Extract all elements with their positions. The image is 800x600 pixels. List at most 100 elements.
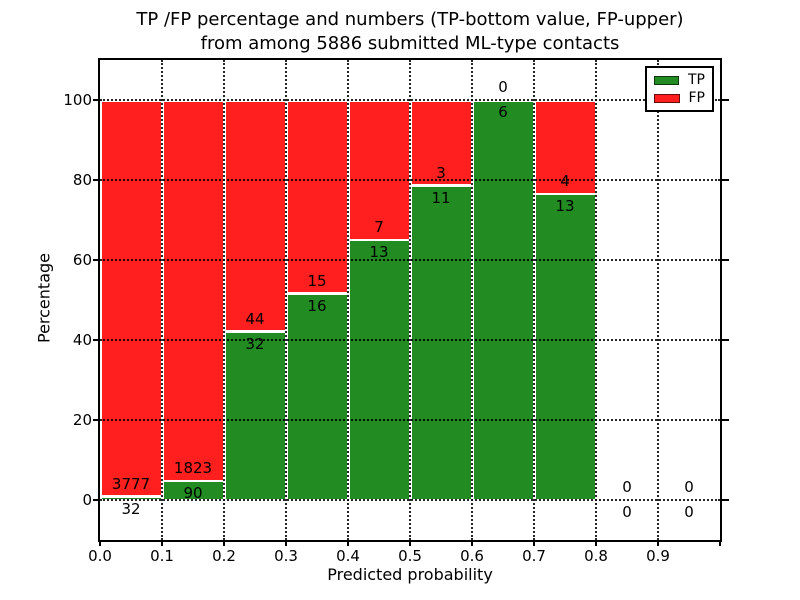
y-tick-label: 0 — [82, 491, 92, 509]
legend-label-tp: TP — [688, 72, 705, 88]
tp-count-label: 32 — [245, 334, 265, 353]
x-gridline — [347, 60, 349, 540]
tp-count-label: 0 — [684, 503, 694, 521]
x-tick — [595, 540, 597, 546]
tp-count-label: 16 — [307, 296, 327, 315]
y-tick — [722, 499, 729, 501]
tp-count-label: 90 — [183, 484, 203, 503]
legend: TP FP — [645, 66, 714, 112]
x-gridline — [595, 60, 597, 540]
x-gridline — [657, 60, 659, 540]
y-gridline — [100, 179, 720, 181]
y-tick — [722, 339, 729, 341]
x-gridline — [409, 60, 411, 540]
bar-segment-fp — [287, 101, 347, 293]
x-tick — [99, 540, 101, 546]
bar-segment-tp — [349, 241, 409, 499]
fp-count-label: 0 — [622, 478, 632, 496]
bar-segment-fp — [535, 101, 595, 193]
x-tick — [161, 540, 163, 546]
tp-count-label: 11 — [431, 188, 451, 207]
y-gridline — [100, 419, 720, 421]
fp-count-label: 0 — [684, 478, 694, 496]
bar-segment-tp — [163, 482, 223, 499]
fp-count-label: 3777 — [111, 474, 151, 493]
chart-title-line1: TP /FP percentage and numbers (TP-bottom… — [136, 9, 684, 30]
x-gridline — [471, 60, 473, 540]
x-tick-label: 0.1 — [150, 547, 174, 565]
fp-count-label: 44 — [245, 309, 265, 328]
x-tick-label: 0.9 — [646, 547, 670, 565]
x-tick — [657, 540, 659, 546]
y-gridline — [100, 99, 720, 101]
tp-count-label: 13 — [555, 197, 575, 216]
x-tick — [347, 540, 349, 546]
x-tick-label: 0.8 — [584, 547, 608, 565]
y-tick — [722, 259, 729, 261]
y-tick — [93, 99, 100, 101]
y-tick — [93, 259, 100, 261]
fp-count-label: 0 — [498, 78, 508, 96]
bar-segment-tp — [101, 497, 161, 499]
bar-segment-fp — [163, 101, 223, 480]
bar-segment-tp — [473, 101, 533, 499]
y-gridline — [100, 339, 720, 341]
x-tick — [409, 540, 411, 546]
y-gridline — [100, 499, 720, 501]
fp-count-label: 4 — [560, 172, 570, 191]
bar-segment-tp — [287, 294, 347, 499]
bar-segment-fp — [349, 101, 409, 239]
y-tick — [722, 179, 729, 181]
fp-count-label: 1823 — [173, 459, 213, 478]
tp-count-label: 13 — [369, 243, 389, 261]
y-tick — [93, 499, 100, 501]
chart-title-line2: from among 5886 submitted ML-type contac… — [200, 33, 620, 54]
bar-segment-tp — [225, 332, 285, 499]
legend-row: TP — [654, 72, 705, 88]
x-tick-label: 0.3 — [274, 547, 298, 565]
x-tick-label: 0.2 — [212, 547, 236, 565]
legend-row: FP — [654, 90, 705, 106]
bar-segment-fp — [411, 101, 471, 185]
x-gridline — [533, 60, 535, 540]
y-tick — [93, 179, 100, 181]
x-gridline — [223, 60, 225, 540]
bar-segment-tp — [411, 186, 471, 499]
legend-swatch-fp — [654, 93, 680, 103]
fp-count-label: 7 — [374, 218, 384, 236]
fp-count-label: 3 — [436, 163, 446, 182]
tp-count-label: 32 — [121, 499, 141, 518]
y-tick-label: 100 — [63, 91, 92, 109]
chart-title: TP /FP percentage and numbers (TP-bottom… — [98, 8, 722, 56]
x-tick-label: 0.4 — [336, 547, 360, 565]
y-tick — [722, 419, 729, 421]
x-tick — [285, 540, 287, 546]
bar-segment-fp — [225, 101, 285, 331]
x-gridline — [161, 60, 163, 540]
x-tick — [719, 540, 721, 546]
y-tick — [93, 419, 100, 421]
x-tick — [471, 540, 473, 546]
tp-count-label: 6 — [498, 103, 508, 121]
x-tick — [223, 540, 225, 546]
x-tick-label: 0.0 — [88, 547, 112, 565]
y-tick-label: 20 — [72, 411, 92, 429]
x-tick-label: 0.7 — [522, 547, 546, 565]
bar-segment-tp — [535, 195, 595, 499]
y-tick — [722, 99, 729, 101]
legend-swatch-tp — [654, 75, 679, 85]
tp-count-label: 0 — [622, 503, 632, 521]
x-tick-label: 0.5 — [398, 547, 422, 565]
y-tick-label: 80 — [72, 171, 92, 189]
legend-label-fp: FP — [688, 90, 706, 106]
y-gridline — [100, 259, 720, 261]
bar-segment-fp — [101, 101, 161, 496]
fp-count-label: 15 — [307, 271, 327, 290]
y-tick — [93, 339, 100, 341]
x-tick-label: 0.6 — [460, 547, 484, 565]
plot-area — [98, 58, 722, 542]
x-axis-label: Predicted probability — [327, 565, 493, 584]
x-tick — [533, 540, 535, 546]
y-tick-label: 60 — [72, 251, 92, 269]
